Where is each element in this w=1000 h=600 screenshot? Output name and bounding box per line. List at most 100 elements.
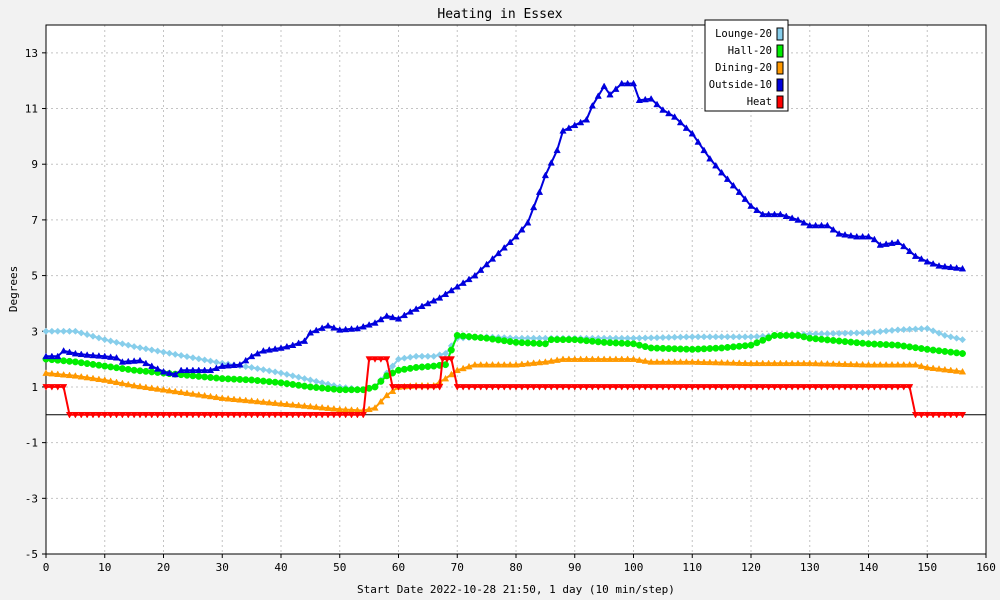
dining-20-point (806, 359, 814, 367)
outside-10-point (189, 366, 197, 374)
lounge-20-point (300, 375, 309, 383)
hall-20-point (753, 339, 761, 347)
heat-point (118, 411, 126, 419)
hall-20-point (494, 336, 502, 344)
heat-point (224, 411, 232, 419)
dining-20-point (547, 357, 555, 364)
outside-10-point (917, 255, 925, 262)
hall-20-point (301, 382, 308, 390)
dining-20-point (735, 359, 743, 366)
heat-point (359, 411, 367, 419)
outside-10-point (336, 326, 344, 333)
outside-10-point (165, 369, 173, 376)
lounge-20-point (189, 354, 197, 362)
lounge-20-point (747, 333, 755, 341)
heat-point (124, 411, 132, 419)
heat-point (312, 411, 320, 419)
outside-10-point (618, 79, 626, 87)
dining-20-point (929, 364, 937, 371)
outside-10-point (441, 290, 450, 297)
dining-20-point (83, 373, 91, 381)
heat-point (389, 384, 397, 391)
dining-20-point (870, 360, 878, 368)
hall-20-point (130, 366, 138, 374)
lounge-20-point (148, 346, 156, 354)
outside-10-point (547, 159, 555, 166)
outside-10-point (83, 351, 91, 358)
dining-20-point (682, 358, 690, 365)
dining-20-point (459, 364, 467, 372)
y-tick-label: 5 (31, 270, 38, 283)
heat-point (406, 384, 414, 391)
outside-10-point (876, 241, 884, 248)
heat-point (377, 356, 385, 363)
heat-point (295, 411, 303, 419)
heat-point (60, 384, 68, 391)
lounge-20-point (706, 333, 714, 341)
hall-20-point (865, 340, 872, 348)
axes: 0 10 20 30 40 50 60 70 80 90 100 110 120 130 140 150 160… (25, 24, 996, 574)
outside-10-point (565, 124, 573, 131)
heat-point (635, 384, 643, 391)
heat-point (770, 384, 779, 391)
hall-20-point (230, 375, 238, 383)
lounge-20-point (289, 372, 297, 380)
dining-20-point (465, 362, 473, 370)
outside-10-point (723, 175, 732, 182)
dining-20-point (206, 392, 215, 400)
lounge-20-point (917, 325, 925, 333)
outside-10-point (847, 231, 855, 239)
hall-20-point (917, 345, 925, 352)
dining-20-point (635, 356, 643, 363)
heat-point (177, 411, 185, 419)
dining-20-point (747, 359, 755, 367)
outside-10-point (941, 262, 949, 270)
heat-point (541, 384, 549, 391)
heat-point (718, 384, 726, 391)
heat-point (365, 356, 373, 363)
dining-20-point (676, 358, 685, 365)
dining-20-point (142, 383, 150, 391)
hall-20-point (647, 344, 655, 352)
dining-20-point (941, 365, 949, 373)
lounge-20-point (77, 329, 85, 337)
outside-10-point (289, 341, 297, 348)
heat-point (547, 384, 555, 391)
dining-20-point (224, 394, 232, 402)
lounge-20-point (154, 347, 162, 355)
dining-20-point (953, 367, 961, 374)
dining-20-point (488, 360, 497, 368)
hall-20-point (524, 339, 532, 347)
dining-20-point (588, 355, 596, 362)
x-tick-label: 90 (568, 561, 581, 574)
y-tick-label: 11 (25, 103, 38, 116)
dining-20-point (95, 375, 103, 382)
heat-point (418, 384, 426, 391)
heat-point (817, 384, 826, 391)
hall-20-point (859, 339, 867, 347)
heat-point (330, 411, 338, 419)
hall-20-point (870, 340, 878, 348)
heat-point (430, 384, 438, 391)
hall-20-point (782, 331, 790, 339)
dining-20-point (189, 390, 197, 397)
dining-20-point (770, 359, 779, 367)
hall-20-point (759, 336, 767, 344)
hall-20-point (89, 360, 97, 368)
heat-point (494, 384, 502, 391)
hall-20-point (60, 357, 68, 365)
dining-20-point (829, 360, 837, 367)
heat-point (629, 384, 638, 391)
outside-10-point (629, 79, 638, 87)
heat-point (195, 411, 203, 419)
y-axis-label: Degrees (7, 266, 20, 312)
heat-point (371, 356, 379, 363)
hall-20-point (265, 378, 273, 386)
dining-20-point (283, 400, 291, 408)
heat-point (553, 384, 561, 391)
hall-20-point (547, 336, 555, 344)
lounge-20-point (412, 352, 420, 360)
heat-point (706, 384, 714, 391)
lounge-20-point (277, 369, 285, 377)
outside-10-point (906, 247, 914, 255)
